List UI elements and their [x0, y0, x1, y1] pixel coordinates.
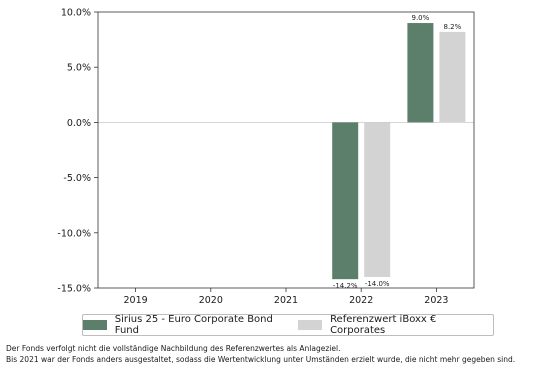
y-tick-label-2: 0.0% — [67, 118, 91, 129]
x-tick-label-1: 2020 — [199, 295, 223, 305]
legend-label-benchmark: Referenzwert iBoxx € Corporates — [330, 314, 437, 336]
y-tick-label-5: -15.0% — [57, 284, 91, 295]
bars — [332, 23, 466, 280]
legend-swatch-fund — [83, 320, 107, 330]
y-axis-ticks: 10.0% 5.0% 0.0% -5.0% -10.0% -15.0% — [57, 8, 98, 295]
footnote-2: Bis 2021 war der Fonds anders ausgestalt… — [6, 354, 516, 364]
bar-series1-2023 — [439, 31, 466, 123]
legend-item-benchmark: Referenzwert iBoxx € Corporates — [298, 314, 493, 336]
x-axis-ticks: 2019 2020 2021 2022 2023 — [124, 288, 448, 305]
bar-label-series1-2023: 8.2% — [444, 23, 462, 31]
legend-swatch-benchmark — [298, 320, 323, 330]
plot-frame — [97, 11, 475, 289]
legend-item-fund: Sirius 25 - Euro Corporate Bond Fund — [83, 314, 298, 336]
y-tick-label-0: 10.0% — [61, 8, 91, 19]
bar-label-series1-2022: -14.0% — [365, 280, 390, 288]
y-tick-label-3: -5.0% — [63, 173, 91, 184]
x-tick-label-2: 2021 — [274, 295, 298, 305]
bar-data-labels: -14.2% 9.0% -14.0% 8.2% — [333, 14, 462, 290]
footnote-1: Der Fonds verfolgt nicht die vollständig… — [6, 344, 341, 353]
legend-label-fund: Sirius 25 - Euro Corporate Bond Fund — [114, 314, 273, 336]
x-tick-label-0: 2019 — [124, 295, 148, 305]
y-tick-label-1: 5.0% — [67, 63, 91, 74]
footnotes: Der Fonds verfolgt nicht die vollständig… — [6, 344, 542, 365]
x-tick-label-4: 2023 — [424, 295, 448, 305]
x-tick-label-3: 2022 — [349, 295, 373, 305]
bar-series0-2023 — [407, 23, 434, 123]
bar-chart: 10.0% 5.0% 0.0% -5.0% -10.0% -15.0% -14.2% 9.0… — [57, 8, 475, 305]
bar-series0-2022 — [332, 122, 359, 280]
legend: Sirius 25 - Euro Corporate Bond Fund Ref… — [82, 314, 494, 336]
bar-label-series0-2023: 9.0% — [412, 14, 430, 22]
bar-series1-2022 — [364, 122, 391, 277]
y-tick-label-4: -10.0% — [57, 228, 91, 239]
bar-label-series0-2022: -14.2% — [333, 282, 358, 290]
